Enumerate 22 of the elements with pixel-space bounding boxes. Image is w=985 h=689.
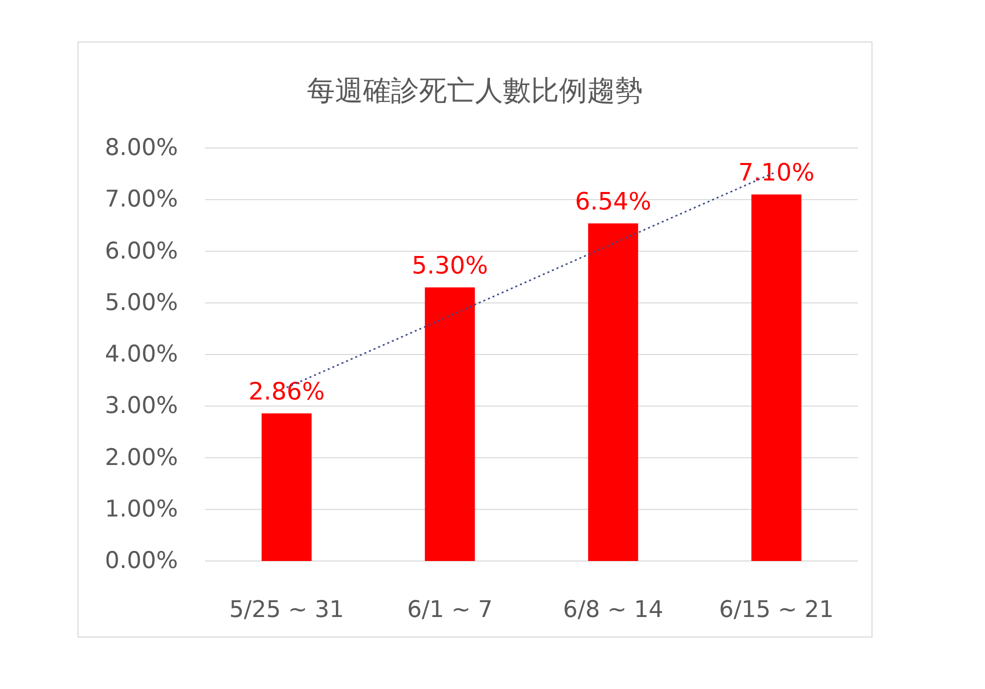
x-tick-label: 6/15 ~ 21 xyxy=(718,597,834,623)
x-tick-label: 5/25 ~ 31 xyxy=(229,597,344,623)
data-label: 6.54% xyxy=(575,187,652,216)
y-tick-label: 8.00% xyxy=(104,135,178,161)
data-label: 7.10% xyxy=(738,158,814,186)
y-tick-label: 0.00% xyxy=(104,548,178,574)
y-tick-label: 4.00% xyxy=(104,342,178,368)
bar xyxy=(588,223,638,561)
y-tick-label: 3.00% xyxy=(104,393,178,420)
bar xyxy=(262,413,312,561)
y-tick-label: 7.00% xyxy=(104,186,178,213)
x-tick-label: 6/1 ~ 7 xyxy=(407,597,493,623)
y-tick-label: 6.00% xyxy=(104,238,178,264)
data-label: 2.86% xyxy=(248,377,325,406)
bar xyxy=(424,287,475,561)
chart-title: 每週確診死亡人數比例趨勢 xyxy=(307,74,643,107)
y-tick-label: 2.00% xyxy=(104,444,178,471)
y-tick-label: 5.00% xyxy=(104,290,178,316)
bar xyxy=(751,194,802,561)
data-label: 5.30% xyxy=(412,251,488,280)
y-tick-label: 1.00% xyxy=(104,496,178,522)
x-tick-label: 6/8 ~ 14 xyxy=(563,597,664,623)
